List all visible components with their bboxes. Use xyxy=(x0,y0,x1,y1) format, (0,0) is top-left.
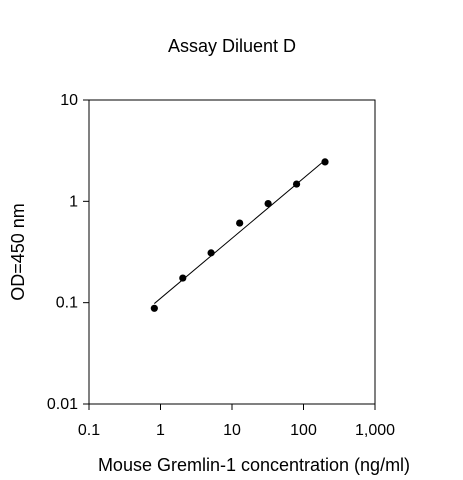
y-tick-label: 10 xyxy=(60,92,78,109)
x-tick-label: 0.1 xyxy=(78,422,100,439)
data-point xyxy=(264,199,272,208)
plot-frame xyxy=(88,99,376,405)
x-axis: 0.1 1 10 100 1,000 xyxy=(78,404,395,439)
x-axis-label: Mouse Gremlin-1 concentration (ng/ml) xyxy=(98,455,410,475)
x-tick-label: 100 xyxy=(290,422,317,439)
data-point xyxy=(179,274,187,282)
data-point xyxy=(292,180,301,188)
y-axis: 0.01 0.1 1 10 xyxy=(47,92,89,413)
x-tick-label: 10 xyxy=(223,422,241,439)
data-point xyxy=(150,304,158,312)
data-point xyxy=(321,158,329,166)
y-axis-label: OD=450 nm xyxy=(8,203,28,301)
chart-title: Assay Diluent D xyxy=(168,36,296,56)
data-point xyxy=(236,219,244,227)
x-tick-label: 1,000 xyxy=(355,422,395,439)
x-tick-label: 1 xyxy=(156,422,165,439)
y-tick-label: 0.1 xyxy=(56,295,78,312)
fit-line xyxy=(154,159,326,304)
data-point xyxy=(207,249,215,257)
plot-area xyxy=(150,158,329,312)
y-tick-label: 0.01 xyxy=(47,396,78,413)
y-tick-label: 1 xyxy=(69,193,78,210)
